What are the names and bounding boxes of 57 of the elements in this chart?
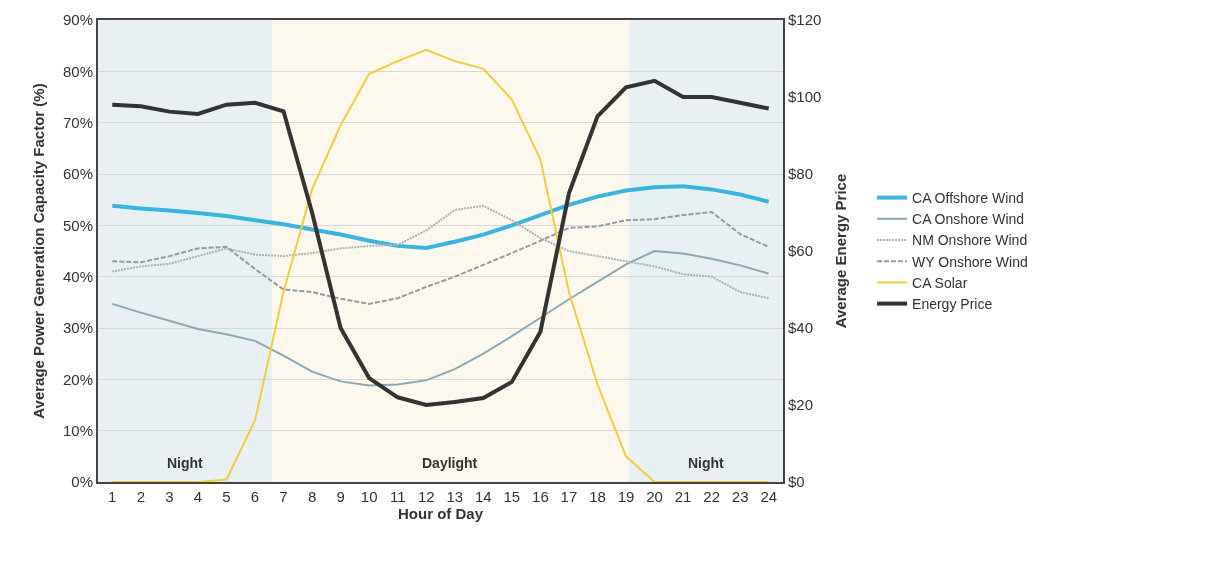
x-tick-label: 18: [589, 488, 606, 505]
y-tick-label: 80%: [62, 62, 93, 80]
y-tick-label: 40%: [62, 267, 93, 285]
x-tick-label: 10: [360, 488, 378, 505]
line-series: [111, 48, 770, 482]
x-tick-label: 6: [250, 488, 260, 505]
x-tick-label: 21: [674, 488, 692, 505]
legend-label: CA Solar: [912, 274, 968, 291]
x-tick-label: 8: [307, 488, 317, 505]
y-axis-title: Average Power Generation Capacity Factor (%): [29, 83, 47, 419]
x-tick-label: 20: [646, 488, 663, 505]
legend-label: NM Onshore Wind: [912, 232, 1028, 249]
x-tick-label: 23: [731, 488, 749, 505]
x-tick-label: 12: [417, 488, 435, 505]
x-tick-label: 4: [193, 488, 203, 505]
y-tick-label: 50%: [62, 216, 93, 234]
x-tick-label: 15: [503, 488, 521, 505]
y2-axis-title: Average Energy Price: [831, 173, 849, 329]
y2-tick-label: $40: [788, 319, 814, 337]
y-tick-label: 10%: [62, 421, 93, 439]
y-tick-label: 20%: [62, 370, 93, 388]
y2-tick-label: $20: [788, 396, 814, 414]
line-series: [111, 250, 770, 387]
y2-tick-label: $60: [788, 242, 814, 260]
y2-tick-label: $0: [788, 473, 805, 491]
x-tick-label: 3: [165, 488, 174, 505]
y2-tick-label: $80: [788, 165, 814, 183]
legend-label: WY Onshore Wind: [912, 253, 1028, 270]
x-axis-title: Hour of Day: [397, 505, 484, 522]
x-tick-label: 13: [446, 488, 464, 505]
legend-label: CA Offshore Wind: [912, 190, 1024, 207]
x-tick-label: 17: [560, 488, 578, 505]
y-tick-label: 70%: [62, 113, 93, 131]
band-label: Night: [688, 455, 725, 471]
y-tick-label: 90%: [62, 11, 93, 29]
x-tick-label: 1: [108, 488, 117, 505]
line-series: [110, 184, 771, 250]
y2-tick-label: $100: [788, 88, 822, 106]
y2-tick-label: $120: [788, 11, 822, 29]
x-tick-label: 2: [136, 488, 145, 505]
band-label: Night: [167, 455, 204, 471]
x-tick-label: 24: [760, 488, 778, 505]
line-series: [110, 78, 771, 407]
legend-label: CA Onshore Wind: [912, 211, 1025, 228]
x-tick-label: 22: [703, 488, 720, 505]
y-tick-label: 30%: [62, 319, 93, 337]
y-tick-label: 0%: [71, 473, 93, 491]
x-tick-label: 14: [474, 488, 492, 505]
x-tick-label: 19: [617, 488, 635, 505]
legend-label: Energy Price: [912, 296, 993, 313]
x-tick-label: 16: [532, 488, 549, 505]
x-tick-label: 9: [336, 488, 345, 505]
x-tick-label: 5: [222, 488, 231, 505]
band-label: Daylight: [422, 455, 478, 471]
x-tick-label: 11: [389, 488, 406, 505]
y-tick-label: 60%: [62, 165, 93, 183]
x-tick-label: 7: [279, 488, 288, 505]
